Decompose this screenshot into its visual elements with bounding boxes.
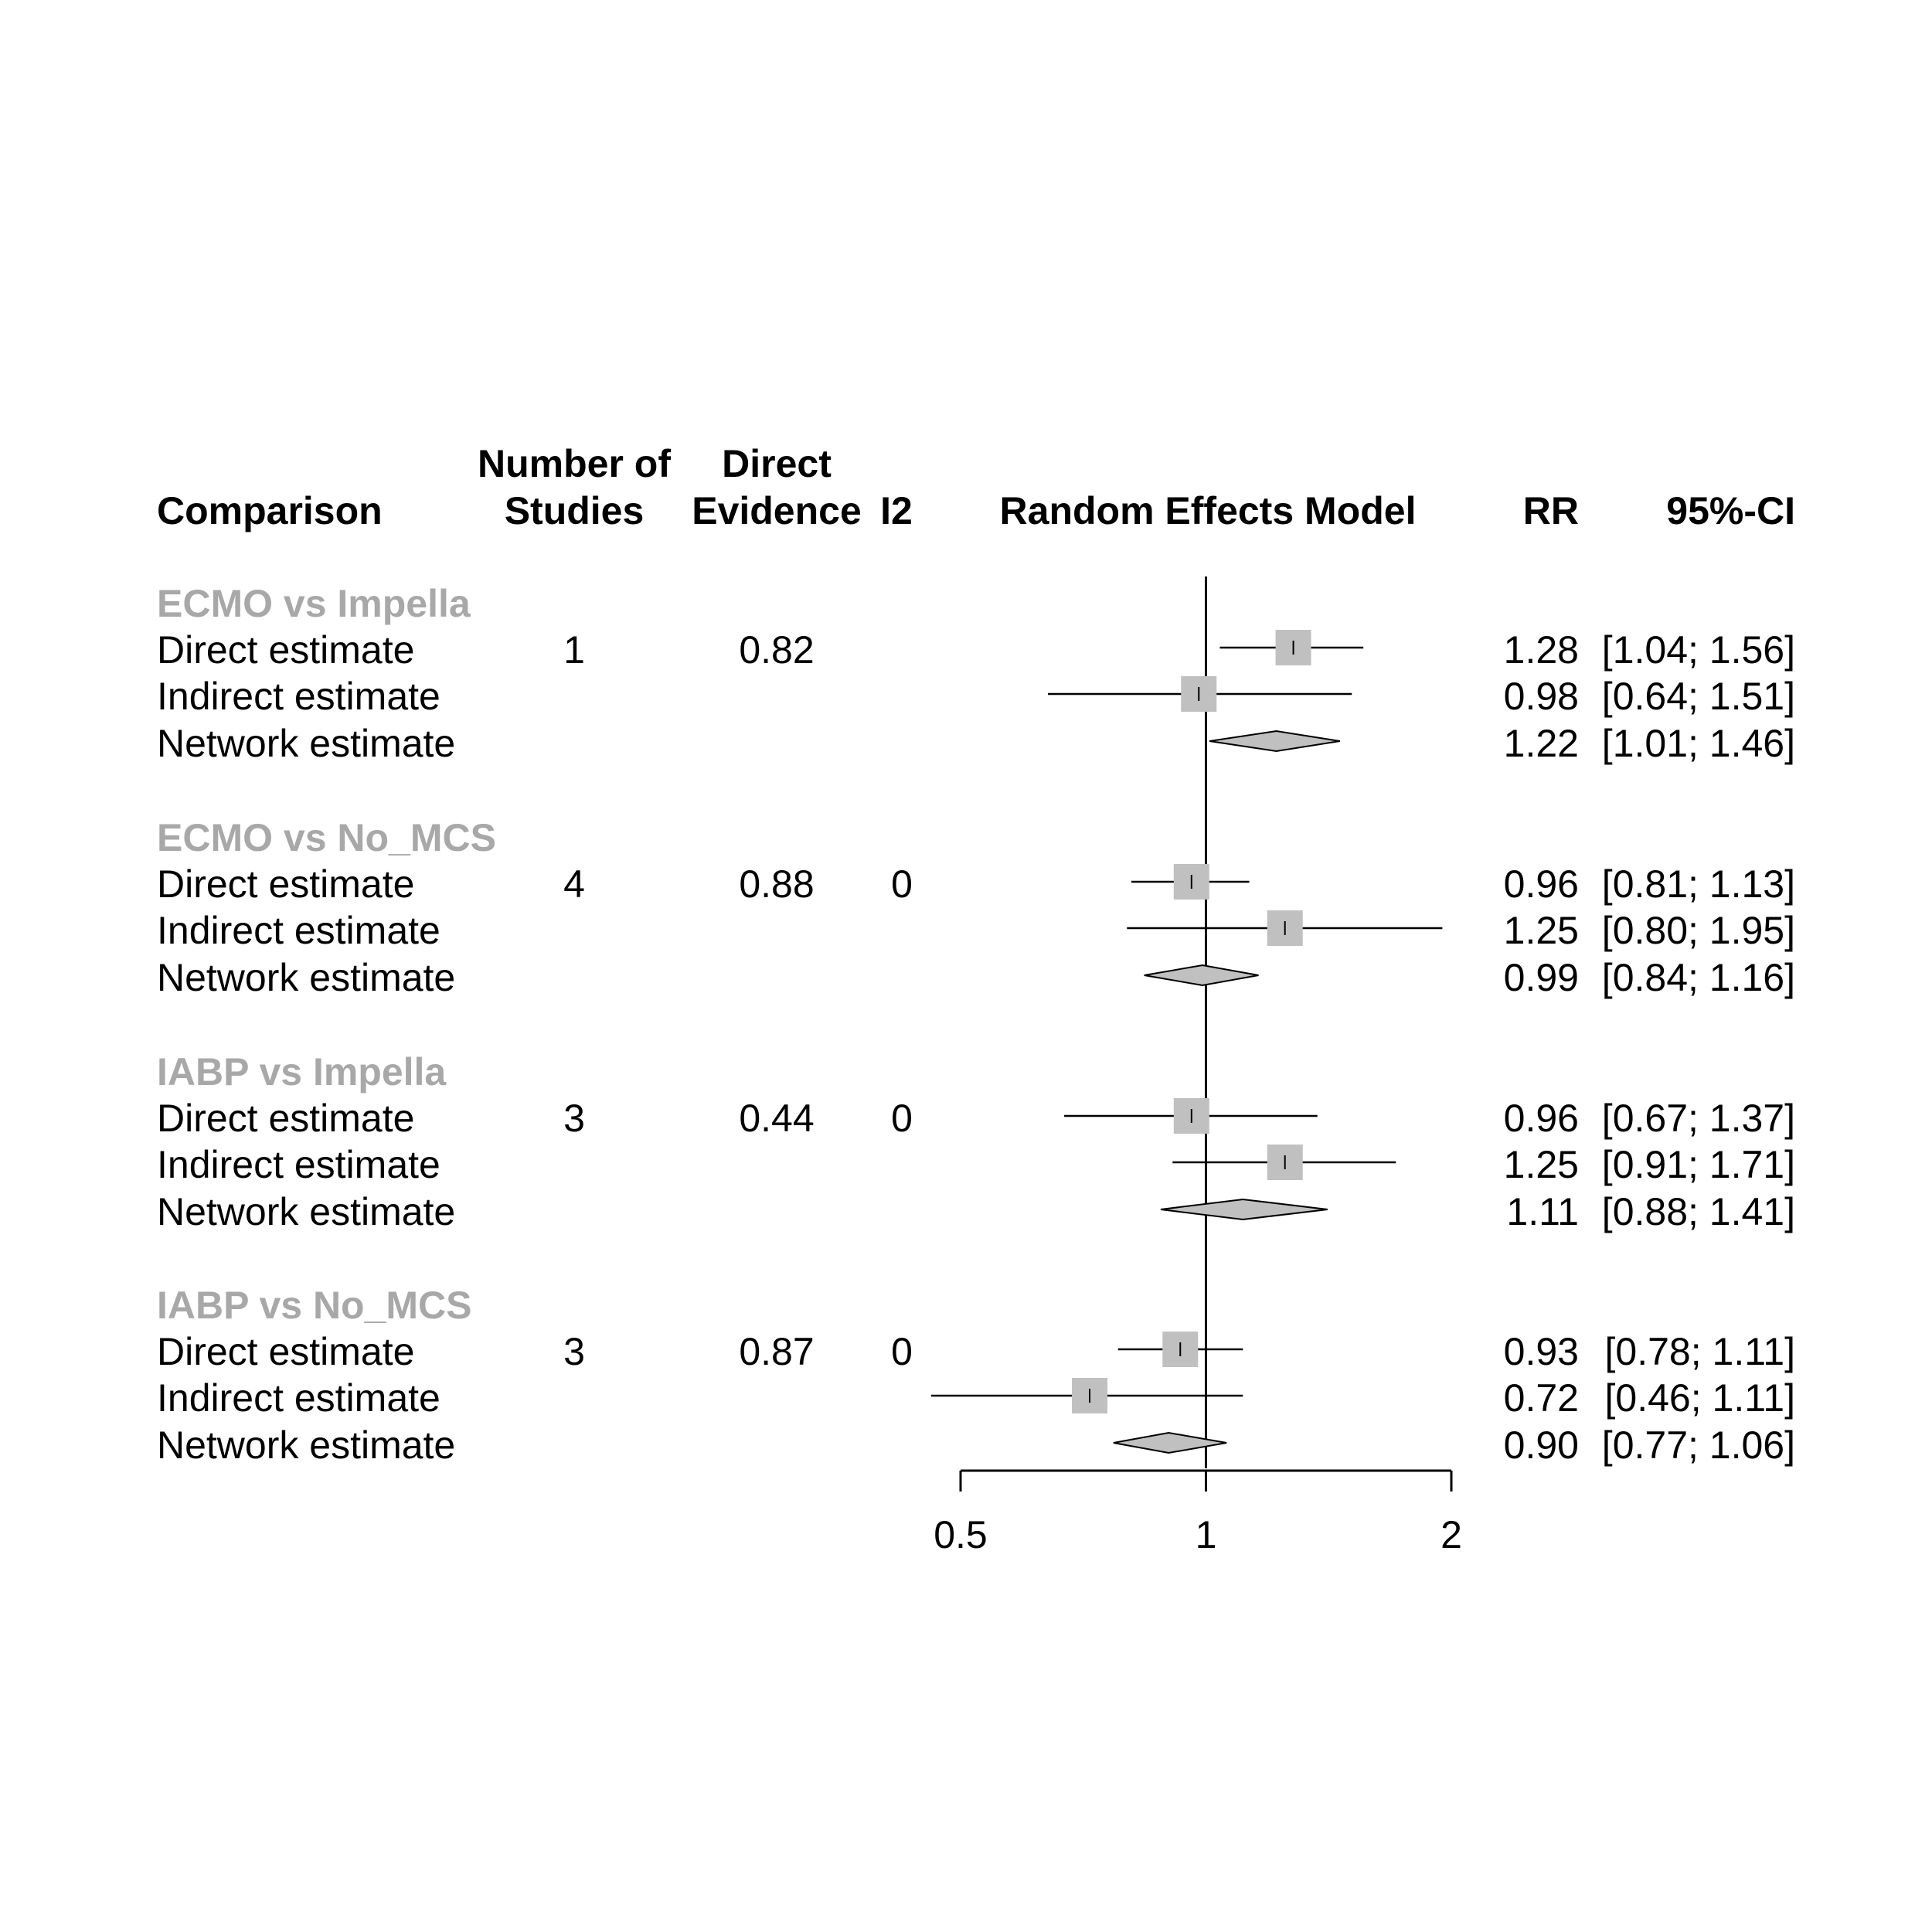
- i2-value: 0: [891, 1097, 913, 1140]
- rr-value: 1.11: [1506, 1190, 1579, 1233]
- i2-value: 0: [891, 1330, 913, 1373]
- ci-value: [0.81; 1.13]: [1601, 862, 1795, 906]
- ci-value: [0.64; 1.51]: [1601, 675, 1795, 718]
- rr-value: 0.99: [1503, 956, 1579, 999]
- x-tick-label: 2: [1440, 1513, 1462, 1556]
- header-studies-line2: Studies: [504, 489, 645, 532]
- row-label: Indirect estimate: [157, 1143, 440, 1186]
- rr-value: 1.28: [1503, 628, 1579, 672]
- network-estimate-diamond: [1209, 730, 1341, 753]
- rr-value: 0.98: [1503, 675, 1579, 718]
- ci-value: [1.04; 1.56]: [1601, 628, 1795, 672]
- row-label: Network estimate: [157, 722, 456, 765]
- x-tick-label: 1: [1196, 1513, 1217, 1556]
- rr-value: 0.90: [1503, 1423, 1579, 1467]
- network-estimate-diamond: [1113, 1431, 1227, 1454]
- header-95ci: 95%-CI: [1666, 489, 1795, 532]
- row-label: Indirect estimate: [157, 675, 440, 718]
- row-label: Direct estimate: [157, 862, 415, 906]
- direct-evidence-value: 0.82: [739, 628, 815, 672]
- ci-value: [0.78; 1.11]: [1604, 1330, 1795, 1373]
- studies-count: 3: [563, 1097, 585, 1140]
- studies-count: 1: [563, 628, 585, 672]
- ci-value: [0.91; 1.71]: [1601, 1143, 1795, 1186]
- rr-value: 1.22: [1503, 722, 1579, 765]
- studies-count: 3: [563, 1330, 585, 1373]
- rr-value: 0.93: [1503, 1330, 1579, 1373]
- ci-value: [0.77; 1.06]: [1601, 1423, 1795, 1467]
- header-random-effects-model: Random Effects Model: [999, 489, 1417, 532]
- ci-value: [1.01; 1.46]: [1601, 722, 1795, 765]
- direct-evidence-value: 0.88: [739, 862, 815, 906]
- network-estimate-diamond: [1144, 964, 1259, 987]
- ci-value: [0.80; 1.95]: [1601, 909, 1795, 952]
- group-label-iabp-vs-no-mcs: IABP vs No_MCS: [157, 1284, 472, 1327]
- row-label: Direct estimate: [157, 1097, 415, 1140]
- i2-value: 0: [891, 862, 913, 906]
- group-label-iabp-vs-impella: IABP vs Impella: [157, 1050, 447, 1094]
- ci-value: [0.88; 1.41]: [1601, 1190, 1795, 1233]
- row-label: Direct estimate: [157, 628, 415, 672]
- ci-value: [0.46; 1.11]: [1604, 1376, 1795, 1420]
- header-i2: I2: [880, 489, 913, 532]
- row-label: Indirect estimate: [157, 1376, 440, 1420]
- ci-value: [0.67; 1.37]: [1601, 1097, 1795, 1140]
- row-label: Network estimate: [157, 1423, 456, 1467]
- direct-evidence-value: 0.44: [739, 1097, 815, 1140]
- rr-value: 0.96: [1503, 1097, 1579, 1140]
- row-label: Indirect estimate: [157, 909, 440, 952]
- row-label: Network estimate: [157, 1190, 456, 1233]
- network-estimate-diamond: [1160, 1198, 1328, 1221]
- x-tick-label: 0.5: [934, 1513, 988, 1556]
- header-comparison: Comparison: [157, 489, 383, 532]
- rr-value: 1.25: [1503, 1143, 1579, 1186]
- rr-value: 1.25: [1503, 909, 1579, 952]
- header-rr: RR: [1522, 489, 1579, 532]
- ci-value: [0.84; 1.16]: [1601, 956, 1795, 999]
- row-label: Direct estimate: [157, 1330, 415, 1373]
- studies-count: 4: [563, 862, 585, 906]
- group-label-ecmo-vs-impella: ECMO vs Impella: [157, 582, 471, 625]
- header-evidence-line2: Evidence: [692, 489, 862, 532]
- row-label: Network estimate: [157, 956, 456, 999]
- direct-evidence-value: 0.87: [739, 1330, 815, 1373]
- rr-value: 0.96: [1503, 862, 1579, 906]
- rr-value: 0.72: [1503, 1376, 1579, 1420]
- header-studies-line1: Number of: [478, 442, 671, 485]
- header-evidence-line1: Direct: [722, 442, 832, 485]
- group-label-ecmo-vs-no-mcs: ECMO vs No_MCS: [157, 816, 496, 859]
